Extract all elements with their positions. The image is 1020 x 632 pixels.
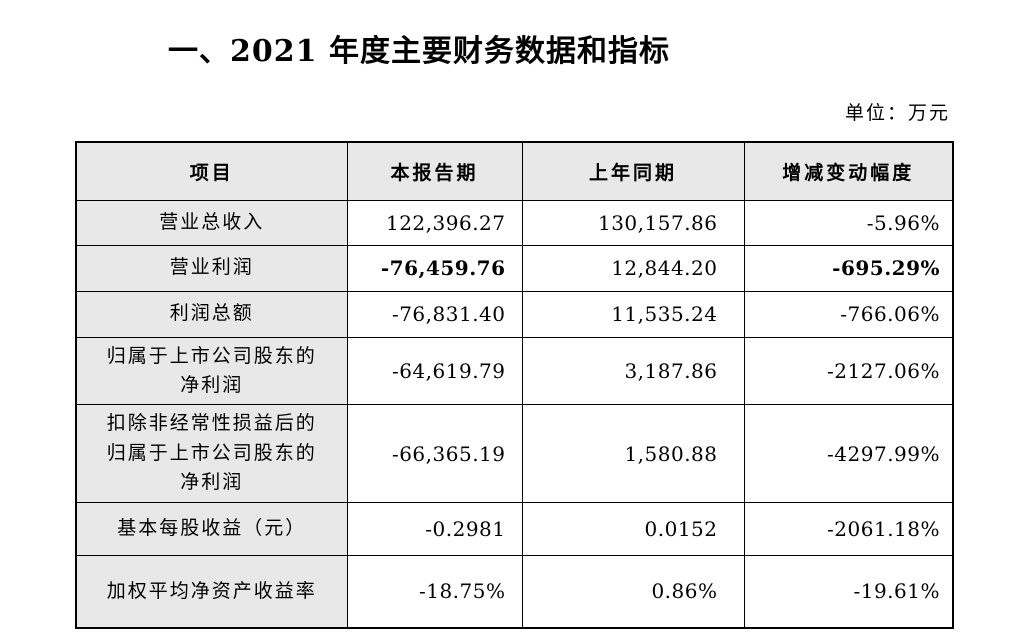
row-label-cell: 营业利润 xyxy=(75,244,348,292)
current-period-value-cell: -66,365.19 xyxy=(346,404,523,503)
header-current-period: 本报告期 xyxy=(346,141,523,201)
row-label-cell: 扣除非经常性损益后的归属于上市公司股东的净利润 xyxy=(75,404,348,503)
financial-indicators-table: 项目 本报告期 上年同期 增减变动幅度 营业总收入 122,396.27 130… xyxy=(75,141,954,630)
current-period-value-cell: -18.75% xyxy=(346,554,523,629)
change-percent-cell: -5.96% xyxy=(743,199,954,246)
table-header-row: 项目 本报告期 上年同期 增减变动幅度 xyxy=(75,141,954,201)
current-period-value-cell: 122,396.27 xyxy=(346,199,523,246)
table-row: 营业总收入 122,396.27 130,157.86 -5.96% xyxy=(75,199,954,246)
row-label-cell: 归属于上市公司股东的净利润 xyxy=(75,336,348,406)
current-period-value-cell: -0.2981 xyxy=(346,501,523,556)
table-row: 基本每股收益（元） -0.2981 0.0152 -2061.18% xyxy=(75,501,954,556)
row-label-cell: 加权平均净资产收益率 xyxy=(75,554,348,629)
row-label-cell: 基本每股收益（元） xyxy=(75,501,348,556)
change-percent-cell: -695.29% xyxy=(743,244,954,292)
prior-period-value-cell: 3,187.86 xyxy=(521,336,745,406)
table-row: 扣除非经常性损益后的归属于上市公司股东的净利润 -66,365.19 1,580… xyxy=(75,404,954,503)
unit-label: 单位：万元 xyxy=(844,102,950,124)
change-percent-cell: -766.06% xyxy=(743,290,954,338)
current-period-value-cell: -76,459.76 xyxy=(346,244,523,292)
prior-period-value-cell: 11,535.24 xyxy=(521,290,745,338)
row-label-cell: 营业总收入 xyxy=(75,199,348,246)
current-period-value-cell: -64,619.79 xyxy=(346,336,523,406)
row-label-cell: 利润总额 xyxy=(75,290,348,338)
table-row: 加权平均净资产收益率 -18.75% 0.86% -19.61% xyxy=(75,554,954,629)
table-row: 营业利润 -76,459.76 12,844.20 -695.29% xyxy=(75,244,954,292)
table-body: 营业总收入 122,396.27 130,157.86 -5.96% 营业利润 … xyxy=(75,199,954,629)
prior-period-value-cell: 1,580.88 xyxy=(521,404,745,503)
change-percent-cell: -2061.18% xyxy=(743,501,954,556)
table-row: 利润总额 -76,831.40 11,535.24 -766.06% xyxy=(75,290,954,338)
change-percent-cell: -19.61% xyxy=(743,554,954,629)
table-header: 项目 本报告期 上年同期 增减变动幅度 xyxy=(75,141,954,201)
prior-period-value-cell: 0.86% xyxy=(521,554,745,629)
document-title: 一、2021 年度主要财务数据和指标 xyxy=(168,34,670,69)
header-change: 增减变动幅度 xyxy=(743,141,954,201)
current-period-value-cell: -76,831.40 xyxy=(346,290,523,338)
table-row: 归属于上市公司股东的净利润 -64,619.79 3,187.86 -2127.… xyxy=(75,336,954,406)
change-percent-cell: -4297.99% xyxy=(743,404,954,503)
header-prior-period: 上年同期 xyxy=(521,141,745,201)
change-percent-cell: -2127.06% xyxy=(743,336,954,406)
prior-period-value-cell: 0.0152 xyxy=(521,501,745,556)
document-body: 单位：万元 项目 本报告期 上年同期 增减变动幅度 营业总收入 122,396.… xyxy=(75,98,954,630)
prior-period-value-cell: 12,844.20 xyxy=(521,244,745,292)
header-item: 项目 xyxy=(75,141,348,201)
prior-period-value-cell: 130,157.86 xyxy=(521,199,745,246)
